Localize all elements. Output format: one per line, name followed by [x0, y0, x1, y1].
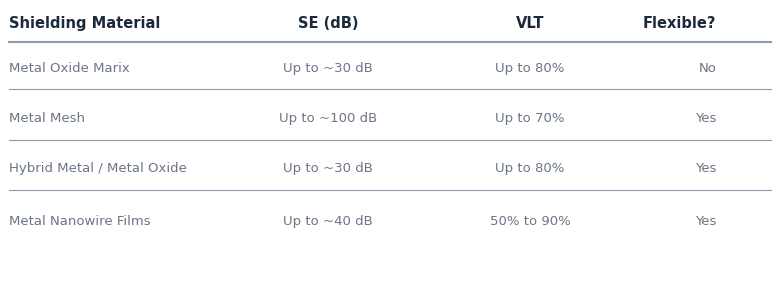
Text: Up to 70%: Up to 70% [495, 112, 565, 125]
Text: VLT: VLT [516, 16, 544, 31]
Text: Metal Mesh: Metal Mesh [9, 112, 85, 125]
Text: Shielding Material: Shielding Material [9, 16, 161, 31]
Text: Up to ~30 dB: Up to ~30 dB [283, 62, 373, 75]
Text: Yes: Yes [695, 215, 717, 228]
Text: Metal Nanowire Films: Metal Nanowire Films [9, 215, 151, 228]
Text: Up to ~40 dB: Up to ~40 dB [283, 215, 373, 228]
Text: Hybrid Metal / Metal Oxide: Hybrid Metal / Metal Oxide [9, 162, 187, 175]
Text: SE (dB): SE (dB) [298, 16, 358, 31]
Text: Up to ~30 dB: Up to ~30 dB [283, 162, 373, 175]
Text: No: No [699, 62, 717, 75]
Text: Up to ~100 dB: Up to ~100 dB [278, 112, 377, 125]
Text: Yes: Yes [695, 162, 717, 175]
Text: Up to 80%: Up to 80% [495, 162, 565, 175]
Text: Up to 80%: Up to 80% [495, 62, 565, 75]
Text: Flexible?: Flexible? [643, 16, 717, 31]
Text: Yes: Yes [695, 112, 717, 125]
Text: 50% to 90%: 50% to 90% [490, 215, 570, 228]
Text: Metal Oxide Marix: Metal Oxide Marix [9, 62, 130, 75]
